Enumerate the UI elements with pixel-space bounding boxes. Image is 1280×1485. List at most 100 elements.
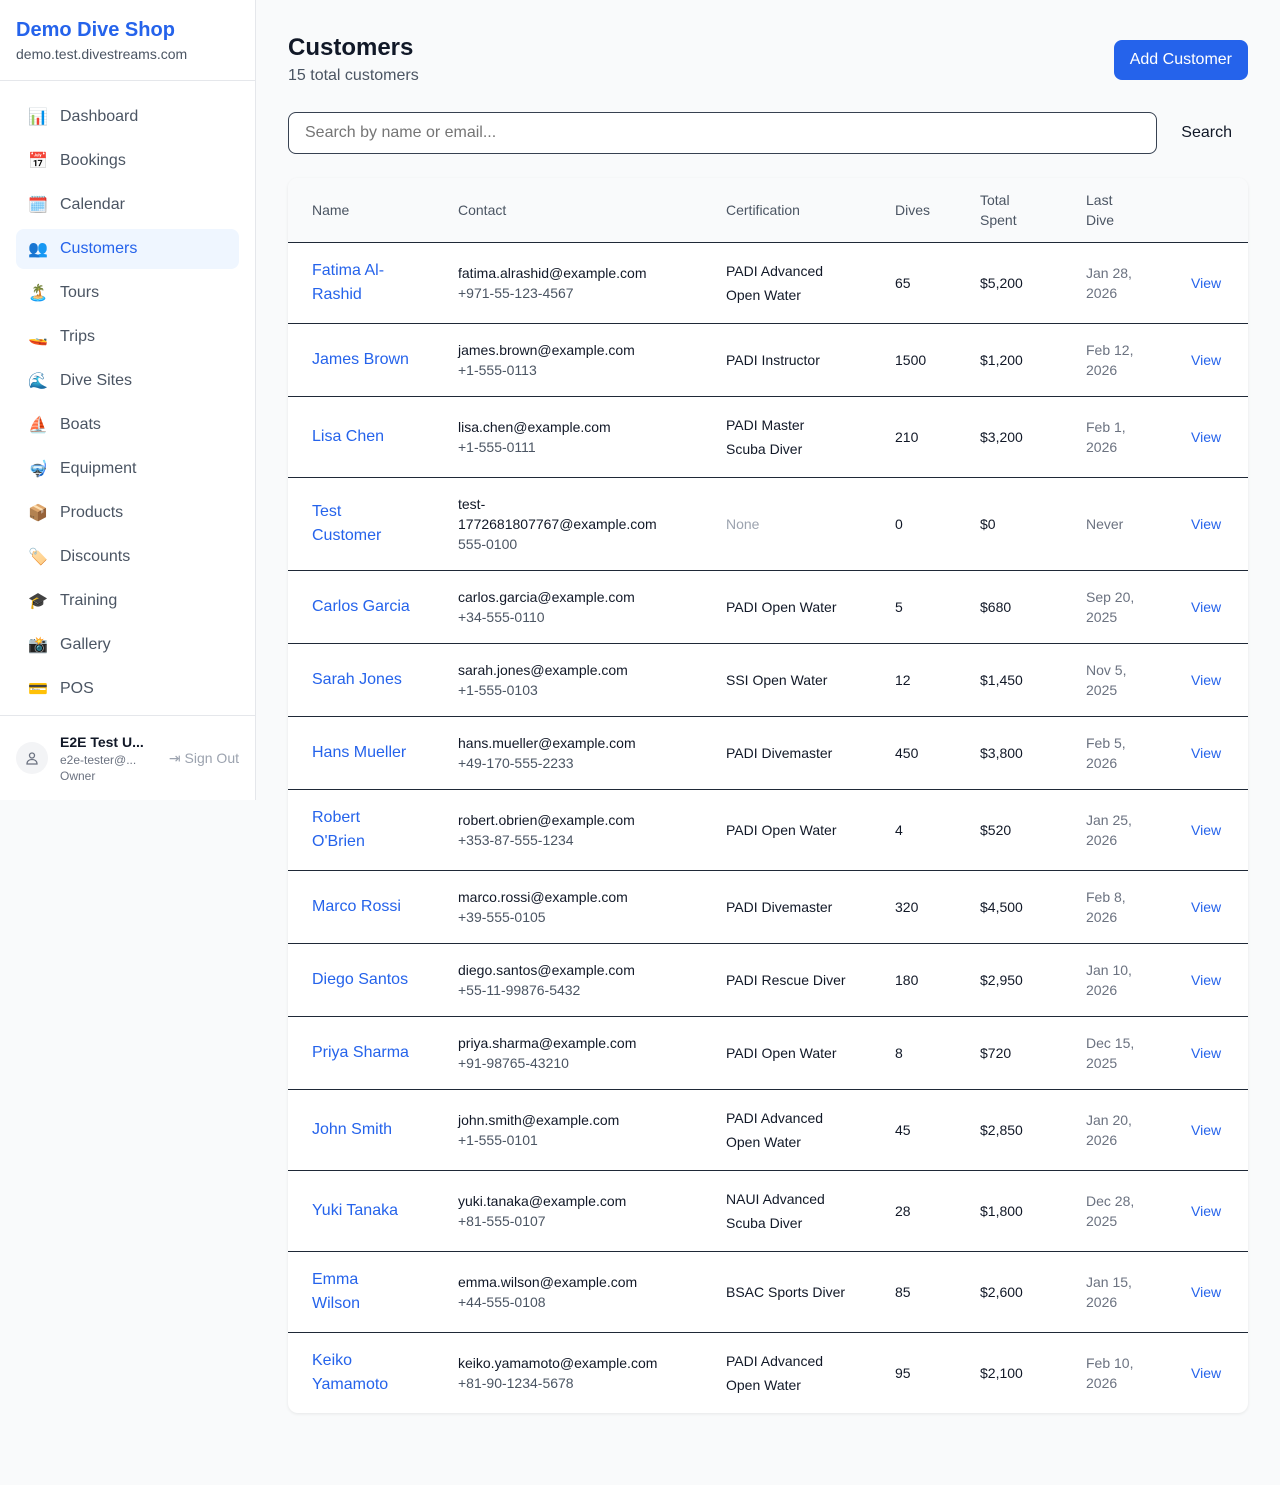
- sidebar-item-tours[interactable]: 🏝️ Tours: [16, 273, 239, 313]
- dives: 28: [871, 1170, 956, 1252]
- certification: PADI Advanced Open Water: [726, 1352, 824, 1393]
- view-customer-link[interactable]: View: [1191, 1202, 1222, 1219]
- view-customer-link[interactable]: View: [1191, 515, 1222, 532]
- island-icon: 🏝️: [28, 285, 48, 302]
- calendar-date-icon: 📅: [28, 153, 48, 170]
- sign-out-icon: ⇥: [168, 749, 185, 766]
- sign-out-button[interactable]: ⇥ Sign Out: [169, 750, 239, 767]
- total-spent: $2,600: [956, 1251, 1062, 1333]
- view-customer-link[interactable]: View: [1191, 744, 1222, 761]
- sidebar-item-bookings[interactable]: 📅 Bookings: [16, 141, 239, 181]
- view-customer-link[interactable]: View: [1191, 1121, 1222, 1138]
- customer-name-link[interactable]: Test Customer: [312, 502, 382, 544]
- sidebar-item-label: Bookings: [60, 152, 126, 169]
- view-customer-link[interactable]: View: [1191, 274, 1222, 291]
- last-dive: Jan 25, 2026: [1062, 789, 1167, 871]
- add-customer-button[interactable]: Add Customer: [1113, 40, 1248, 80]
- customer-name-link[interactable]: Hans Mueller: [312, 743, 407, 761]
- customer-name-link[interactable]: Robert O'Brien: [312, 808, 365, 850]
- view-customer-link[interactable]: View: [1191, 598, 1222, 615]
- sidebar-item-gallery[interactable]: 📸 Gallery: [16, 625, 239, 665]
- customer-phone: +81-90-1234-5678: [458, 1374, 574, 1391]
- customer-phone: +971-55-123-4567: [458, 284, 574, 301]
- total-spent: $0: [956, 477, 1062, 571]
- column-header-dives: Dives: [871, 178, 956, 243]
- customer-name-link[interactable]: James Brown: [312, 350, 409, 368]
- customer-phone: +49-170-555-2233: [458, 754, 574, 771]
- last-dive: Feb 1, 2026: [1062, 396, 1167, 478]
- customer-name-link[interactable]: Priya Sharma: [312, 1043, 409, 1061]
- customer-name-link[interactable]: Yuki Tanaka: [312, 1201, 398, 1219]
- column-header-certification: Certification: [702, 178, 871, 243]
- sidebar-item-products[interactable]: 📦 Products: [16, 493, 239, 533]
- customer-email: priya.sharma@example.com: [458, 1034, 637, 1051]
- customer-name-link[interactable]: John Smith: [312, 1120, 393, 1138]
- sidebar-nav: 📊 Dashboard 📅 Bookings 🗓️ Calendar 👥 Customers 🏝…: [0, 81, 255, 715]
- sidebar-item-calendar[interactable]: 🗓️ Calendar: [16, 185, 239, 225]
- sidebar-item-label: Customers: [60, 240, 138, 257]
- total-spent: $3,800: [956, 716, 1062, 790]
- view-customer-link[interactable]: View: [1191, 1044, 1222, 1061]
- tag-icon: 🏷️: [28, 549, 48, 566]
- customer-phone: +353-87-555-1234: [458, 831, 574, 848]
- customer-name-link[interactable]: Lisa Chen: [312, 427, 385, 445]
- sidebar-item-customers[interactable]: 👥 Customers: [16, 229, 239, 269]
- last-dive: Jan 15, 2026: [1062, 1251, 1167, 1333]
- search-input[interactable]: [288, 112, 1158, 154]
- sidebar-item-trips[interactable]: 🚤 Trips: [16, 317, 239, 357]
- bar-chart-icon: 📊: [28, 109, 48, 126]
- customer-email: john.smith@example.com: [458, 1111, 620, 1128]
- sidebar-item-dive-sites[interactable]: 🌊 Dive Sites: [16, 361, 239, 401]
- customer-name-link[interactable]: Diego Santos: [312, 970, 409, 988]
- last-dive: Feb 10, 2026: [1086, 1354, 1134, 1391]
- search-button[interactable]: Search: [1157, 124, 1248, 142]
- credit-card-icon: 💳: [28, 681, 48, 698]
- sidebar-item-equipment[interactable]: 🤿 Equipment: [16, 449, 239, 489]
- customer-name-link[interactable]: Carlos Garcia: [312, 597, 410, 615]
- sidebar-item-label: Products: [60, 504, 124, 521]
- view-customer-link[interactable]: View: [1191, 1283, 1222, 1300]
- dives: 45: [871, 1089, 956, 1171]
- last-dive: Feb 8, 2026: [1062, 870, 1167, 944]
- dives: 5: [871, 570, 956, 644]
- view-customer-link[interactable]: View: [1191, 1364, 1222, 1381]
- customer-email: carlos.garcia@example.com: [458, 588, 635, 605]
- customer-name-link[interactable]: Sarah Jones: [312, 670, 402, 688]
- sidebar-item-discounts[interactable]: 🏷️ Discounts: [16, 537, 239, 577]
- view-customer-link[interactable]: View: [1191, 821, 1222, 838]
- package-icon: 📦: [28, 505, 48, 522]
- view-customer-link[interactable]: View: [1191, 971, 1222, 988]
- customers-table: Name Contact Certification Dives Total Spent…: [288, 178, 1248, 1413]
- certification: PADI Divemaster: [702, 716, 871, 790]
- sidebar-item-label: Equipment: [60, 460, 137, 477]
- view-customer-link[interactable]: View: [1191, 898, 1222, 915]
- table-row: Hans Mueller hans.mueller@example.com +49…: [288, 716, 1248, 790]
- customer-name-link[interactable]: Fatima Al-Rashid: [312, 261, 385, 303]
- certification: PADI Open Water: [702, 789, 871, 871]
- sidebar-item-label: Boats: [60, 416, 101, 433]
- sidebar-item-boats[interactable]: ⛵ Boats: [16, 405, 239, 445]
- certification: PADI Advanced Open Water: [702, 242, 871, 324]
- customer-name-link[interactable]: Keiko Yamamoto: [312, 1351, 389, 1393]
- last-dive: Jan 10, 2026: [1062, 943, 1167, 1017]
- sidebar-item-pos[interactable]: 💳 POS: [16, 669, 239, 709]
- certification: SSI Open Water: [702, 643, 871, 717]
- dives: 180: [871, 943, 956, 1017]
- table-row: Lisa Chen lisa.chen@example.com +1-555-01…: [288, 396, 1248, 478]
- last-dive: Jan 20, 2026: [1062, 1089, 1167, 1171]
- certification: BSAC Sports Diver: [702, 1251, 871, 1333]
- shop-name[interactable]: Demo Dive Shop: [16, 19, 175, 41]
- customer-email: keiko.yamamoto@example.com: [458, 1354, 658, 1371]
- customer-phone: +1-555-0103: [458, 681, 538, 698]
- view-customer-link[interactable]: View: [1191, 671, 1222, 688]
- customer-name-link[interactable]: Marco Rossi: [312, 897, 401, 915]
- last-dive: Nov 5, 2025: [1062, 643, 1167, 717]
- total-spent: $1,200: [956, 323, 1062, 397]
- sidebar-item-dashboard[interactable]: 📊 Dashboard: [16, 97, 239, 137]
- customer-email: fatima.alrashid@example.com: [458, 264, 647, 281]
- view-customer-link[interactable]: View: [1191, 428, 1222, 445]
- sidebar-item-training[interactable]: 🎓 Training: [16, 581, 239, 621]
- customer-name-link[interactable]: Emma Wilson: [312, 1270, 361, 1312]
- view-customer-link[interactable]: View: [1191, 351, 1222, 368]
- dives: 4: [871, 789, 956, 871]
